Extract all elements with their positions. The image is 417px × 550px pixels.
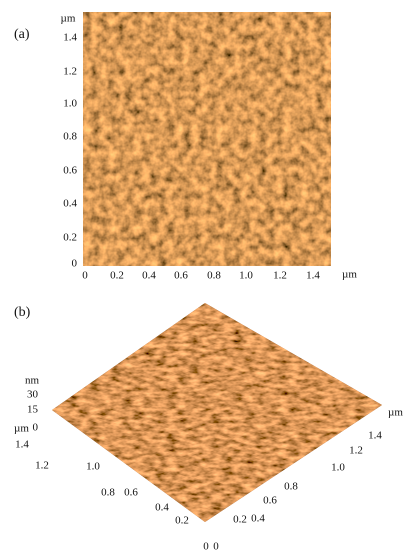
left-tick-label: 1.2 [35, 460, 49, 472]
left-tick-label: 0 [203, 541, 209, 550]
y-tick-label: 1.4 [63, 32, 77, 44]
left-tick-label: 0.8 [101, 487, 115, 499]
right-tick-label: 1.0 [331, 462, 345, 474]
right-tick-label: 0.8 [284, 481, 298, 493]
y-tick-label: 1.0 [63, 98, 77, 110]
x-tick-label: 0.4 [142, 270, 156, 282]
y-tick-label: 0.8 [63, 131, 77, 143]
right-tick-label: 0.4 [251, 513, 265, 525]
left-tick-label: 0.4 [155, 502, 169, 514]
y-tick-label: 1.2 [63, 66, 77, 78]
y-unit: µm [61, 13, 76, 25]
x-tick-label: 1.0 [239, 270, 253, 282]
x-tick-label: 0 [82, 270, 88, 282]
right-tick-label: 1.2 [349, 445, 363, 457]
left-tick-label: 1.0 [86, 461, 100, 473]
y-tick-label: 0 [72, 258, 78, 270]
left-tick-label: 1.4 [15, 439, 29, 451]
left-unit: µm [14, 423, 29, 435]
z-unit: nm [25, 375, 40, 387]
z-tick-label: 0 [33, 422, 39, 434]
left-tick-label: 0.6 [124, 487, 138, 499]
y-tick-label: 0.6 [63, 165, 77, 177]
x-tick-label: 0.2 [110, 270, 124, 282]
right-tick-label: 0 [213, 541, 219, 550]
left-tick-label: 0.2 [175, 515, 189, 527]
z-tick-label: 30 [27, 389, 39, 401]
right-unit: µm [388, 407, 403, 419]
z-tick-label: 15 [27, 404, 39, 416]
panel-label: (b) [14, 305, 31, 320]
panel-label: (a) [14, 27, 30, 42]
x-tick-label: 0.6 [174, 270, 188, 282]
x-unit: µm [342, 269, 357, 281]
y-tick-label: 0.4 [63, 198, 77, 210]
x-tick-label: 1.4 [306, 270, 320, 282]
x-tick-label: 0.8 [207, 270, 221, 282]
y-tick-label: 0.2 [63, 232, 77, 244]
right-tick-label: 0.6 [263, 495, 277, 507]
right-tick-label: 1.4 [368, 430, 382, 442]
right-tick-label: 0.2 [233, 514, 247, 526]
x-tick-label: 1.2 [273, 270, 287, 282]
afm-image [83, 12, 331, 266]
